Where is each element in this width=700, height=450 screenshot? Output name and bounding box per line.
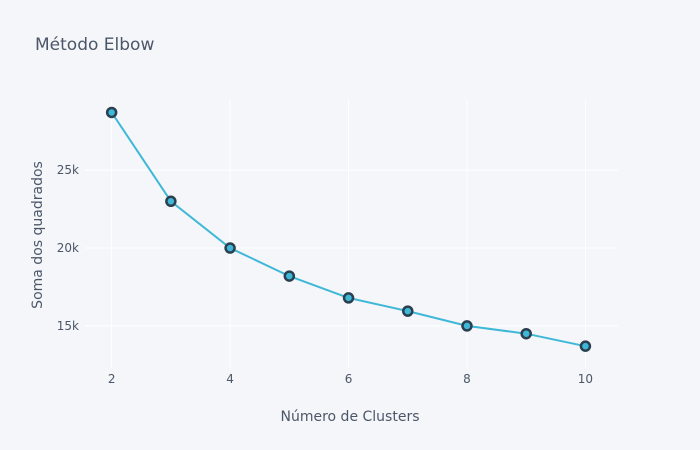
y-tick-labels: 15k 20k 25k (57, 163, 79, 333)
data-point (461, 320, 473, 332)
x-tick-label: 4 (226, 372, 234, 386)
x-tick-label: 8 (463, 372, 471, 386)
y-axis-title: Soma dos quadrados (30, 161, 46, 309)
y-tick-label: 15k (57, 319, 79, 333)
data-point (520, 327, 532, 340)
x-tick-label: 2 (108, 372, 116, 386)
x-tick-label: 6 (345, 372, 353, 386)
y-tick-label: 20k (57, 241, 79, 255)
data-point (283, 270, 296, 282)
series-markers (105, 106, 592, 352)
data-point (402, 305, 414, 317)
data-point (165, 195, 177, 208)
chart-title: Método Elbow (35, 35, 154, 55)
y-tick-label: 25k (57, 163, 79, 177)
data-point (105, 106, 118, 119)
x-tick-label: 10 (578, 372, 593, 386)
grid-lines (85, 100, 618, 368)
x-axis-title: Número de Clusters (281, 409, 420, 425)
data-point (342, 292, 355, 304)
data-point (224, 242, 236, 254)
data-point (579, 340, 592, 352)
x-tick-labels: 2 4 6 8 10 (108, 372, 593, 386)
